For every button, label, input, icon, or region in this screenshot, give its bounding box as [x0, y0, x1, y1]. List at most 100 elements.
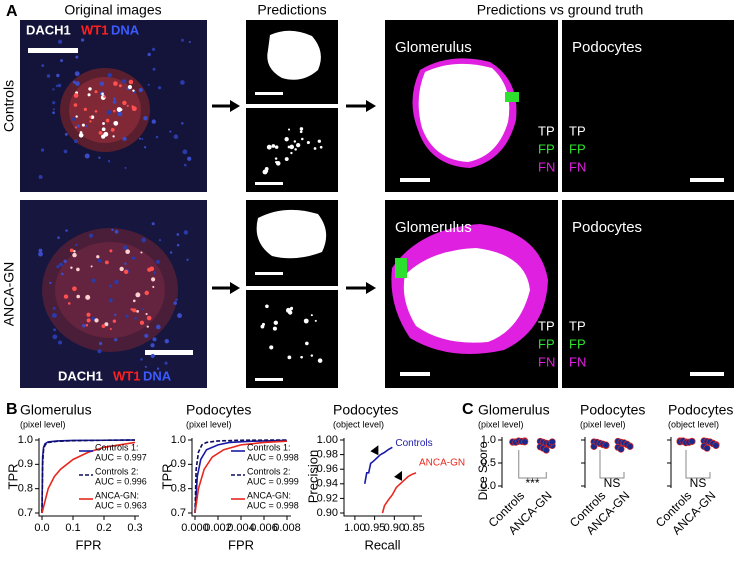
- dot: [85, 294, 91, 300]
- dot: [145, 312, 148, 316]
- dot: [83, 107, 87, 111]
- dot: [131, 256, 136, 260]
- dot: [113, 120, 119, 126]
- dot: [287, 310, 293, 315]
- series-label: ANCA-GN: [419, 457, 465, 468]
- dot: [313, 147, 317, 150]
- dot: [176, 233, 180, 236]
- dot: [271, 144, 276, 148]
- series-label: Controls: [395, 438, 432, 449]
- dot: [136, 310, 139, 313]
- dot: [67, 302, 71, 305]
- series-line: [363, 446, 393, 484]
- panel-title: Podocytes: [572, 39, 642, 56]
- dot: [173, 134, 179, 140]
- y-tick-label: 0.7: [18, 507, 33, 519]
- dot: [147, 83, 150, 86]
- dot: [108, 284, 112, 288]
- dot: [155, 135, 159, 139]
- dot: [116, 107, 122, 112]
- dot: [125, 314, 129, 318]
- x-tick-label: 0.002: [204, 522, 232, 534]
- dot: [89, 115, 92, 119]
- dot: [98, 341, 103, 346]
- dot: [146, 315, 152, 321]
- dot: [287, 145, 291, 149]
- y-tick-label: 0.96: [317, 463, 338, 475]
- dot: [124, 262, 127, 266]
- dot: [74, 139, 78, 144]
- column-title: Original images: [64, 2, 161, 18]
- series-line: [381, 472, 417, 514]
- significance-label: ***: [525, 476, 539, 490]
- dot: [88, 87, 92, 91]
- dot: [85, 125, 88, 128]
- legend-label: ANCA-GN:: [247, 490, 291, 500]
- dot: [86, 318, 91, 323]
- dot: [284, 137, 289, 142]
- x-tick-label: 0.2: [96, 522, 111, 534]
- dot: [94, 90, 98, 94]
- arrowhead: [394, 470, 403, 481]
- dot: [90, 115, 95, 119]
- dot: [150, 353, 155, 359]
- dot: [176, 243, 180, 247]
- y-tick-label: 0.5: [481, 457, 496, 469]
- series-line: [41, 439, 136, 514]
- dot: [113, 81, 118, 86]
- dot: [52, 334, 58, 340]
- chart-title: Podocytes: [186, 402, 251, 418]
- chart-title: Podocytes: [668, 402, 733, 418]
- dot: [82, 323, 86, 328]
- significance-bracket: [518, 450, 547, 479]
- panel-label: B: [6, 401, 18, 418]
- y-tick-label: 0.98: [317, 449, 338, 461]
- stain-label: DACH1: [58, 368, 103, 383]
- dot: [38, 251, 43, 257]
- dot: [151, 222, 155, 226]
- data-point: [602, 441, 610, 449]
- data-point: [703, 444, 711, 452]
- dot: [139, 320, 145, 325]
- dot: [90, 265, 93, 268]
- dot: [87, 93, 91, 97]
- x-tick-label: 0.004: [227, 522, 255, 534]
- dot: [60, 272, 64, 276]
- y-axis-label: Dice Score: [476, 441, 490, 500]
- data-point: [542, 446, 550, 454]
- dot: [113, 109, 116, 113]
- dot: [153, 271, 156, 275]
- series-line: [194, 440, 288, 514]
- data-point: [712, 442, 720, 450]
- dot: [151, 277, 156, 282]
- dot: [57, 83, 62, 88]
- x-tick-label: 0.3: [127, 522, 142, 534]
- dot: [151, 47, 156, 51]
- dot: [101, 127, 106, 132]
- dot: [152, 285, 155, 288]
- dot: [75, 55, 79, 59]
- dot: [56, 73, 60, 78]
- x-tick-label: 0.1: [65, 522, 80, 534]
- dot: [59, 262, 63, 267]
- y-axis-label: TPR: [159, 464, 174, 490]
- legend-label: AUC = 0.996: [95, 476, 147, 486]
- y-tick-label: 1.00: [317, 434, 338, 446]
- chart-title: Glomerulus: [20, 402, 92, 418]
- y-tick-label: 0.9: [171, 458, 186, 470]
- x-tick-label: 0.85: [403, 522, 424, 534]
- dot: [88, 233, 94, 238]
- y-tick-label: 0.9: [18, 458, 33, 470]
- dot: [132, 89, 135, 92]
- y-tick-label: 0.90: [317, 507, 338, 519]
- dot: [73, 103, 78, 107]
- dot: [110, 127, 115, 132]
- dot: [143, 116, 148, 121]
- dot: [114, 338, 118, 342]
- legend-label: AUC = 0.997: [95, 452, 147, 462]
- dot: [109, 249, 113, 253]
- stain-label: DNA: [111, 22, 140, 37]
- x-tick-label: 0.008: [273, 522, 301, 534]
- dot: [76, 267, 80, 272]
- prediction-image: [246, 20, 338, 388]
